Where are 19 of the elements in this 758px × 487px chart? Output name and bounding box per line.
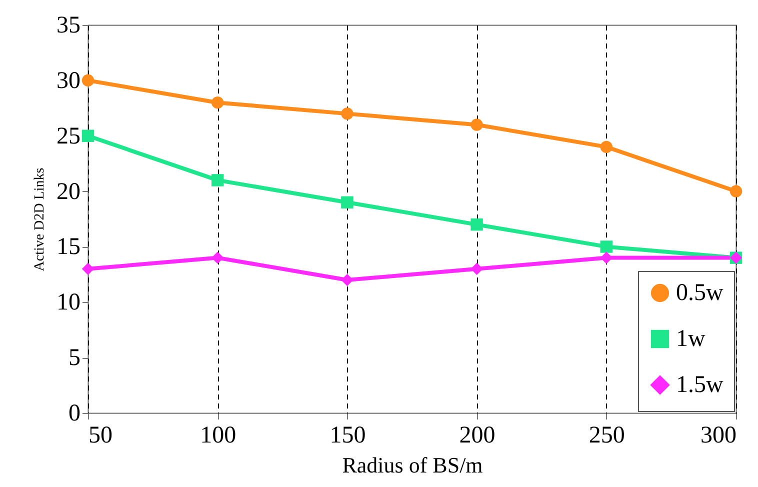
x-tick-label: 200: [459, 422, 496, 448]
y-tick-label: 25: [56, 123, 80, 150]
y-tick-label: 15: [56, 234, 80, 260]
y-tick-label: 5: [68, 345, 80, 372]
x-axis-title: Radius of BS/m: [342, 452, 483, 478]
x-tick-label: 250: [588, 422, 625, 448]
y-tick-label: 30: [56, 68, 80, 94]
legend-label: 1.5w: [676, 372, 724, 398]
y-tick-label: 0: [68, 400, 80, 426]
x-tick-label: 100: [200, 422, 236, 448]
y-axis-title: Active D2D Links: [32, 168, 48, 272]
y-tick-label: 35: [56, 12, 80, 38]
legend-label: 0.5w: [676, 280, 724, 306]
y-tick-label: 20: [56, 178, 80, 205]
x-tick-label: 150: [330, 422, 366, 448]
y-tick-label: 10: [56, 290, 80, 316]
legend-label: 1w: [676, 326, 706, 352]
x-tick-label: 50: [88, 422, 112, 448]
x-tick-label: 300: [700, 422, 736, 448]
